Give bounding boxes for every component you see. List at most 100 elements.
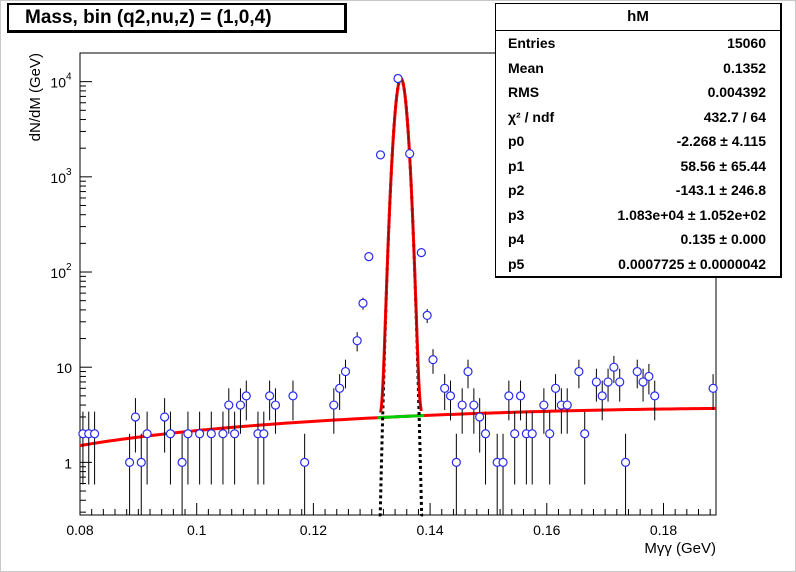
data-marker [597,391,607,401]
data-marker [498,457,508,467]
data-point [329,388,339,434]
y-axis-title: dN/dM (GeV) [27,53,44,141]
data-marker [480,429,491,439]
data-marker [241,391,251,401]
data-point [515,380,526,421]
data-point [364,252,374,262]
stats-row-p2: p2 -143.1 ± 246.8 [496,178,780,203]
stats-value: 0.1352 [723,59,766,76]
data-marker [650,391,660,401]
stats-key: p3 [508,206,525,223]
y-tick-exponent: 4 [66,72,72,83]
data-point [177,433,187,515]
data-point [259,411,269,485]
data-point [492,433,502,515]
stats-row-p1: p1 58.56 ± 65.44 [496,154,780,179]
data-marker [160,412,170,422]
stats-value: -143.1 ± 246.8 [675,182,766,198]
data-marker [235,400,246,410]
stats-box: hM Entries 15060 Mean 0.1352 RMS 0.004392 χ… [495,3,782,278]
stats-name: hM [496,4,780,31]
data-marker [428,355,438,365]
data-marker [340,366,351,377]
y-tick-label: 10 [56,360,72,376]
data-point [206,411,216,485]
data-point [422,308,432,324]
data-marker [352,336,362,346]
data-marker [218,429,228,439]
data-point [498,433,508,515]
stats-key: Mean [508,59,544,76]
data-marker [183,429,193,439]
data-point [451,433,461,515]
data-marker [469,400,479,410]
data-marker [195,429,205,439]
data-point [130,398,141,453]
stats-value: 0.135 ± 0.000 [680,231,766,247]
data-marker [393,73,403,84]
data-marker [265,391,275,401]
x-tick-label: 0.14 [416,522,443,538]
data-point [358,297,368,310]
data-point [224,388,234,434]
stats-key: p1 [508,157,525,174]
data-marker [644,371,654,382]
data-marker [206,429,216,439]
y-tick-label: 10 [50,265,66,281]
data-marker [136,457,146,467]
axes [79,52,717,516]
data-marker [165,429,176,439]
y-tick-label: 10 [50,170,66,186]
background-window-line [377,414,425,420]
data-marker [550,383,561,393]
data-point [510,411,520,485]
data-point [638,368,648,402]
data-point [340,359,351,389]
stats-key: p4 [508,231,525,247]
data-point [527,411,537,485]
data-marker [364,252,374,262]
data-marker [638,377,648,387]
data-point [270,388,281,434]
data-marker [270,400,281,410]
y-tick-label: 10 [50,75,66,91]
data-point [218,411,228,485]
data-point [469,388,479,434]
data-point [352,332,362,352]
data-point [84,411,94,485]
stats-row-p0: p0 -2.268 ± 4.115 [496,129,780,154]
data-marker [463,366,473,377]
data-point [230,411,240,485]
data-marker [300,457,310,467]
stats-value: 0.0007725 ± 0.0000042 [618,255,766,272]
data-point [562,388,572,434]
stats-row-p5: p5 0.0007725 ± 0.0000042 [496,252,780,277]
stats-value: 15060 [727,35,766,51]
data-marker [329,400,339,410]
y-tick-label: 1 [64,455,72,471]
histogram-title: Mass, bin (q2,nu,z) = (1,0,4) [7,3,347,33]
data-point [650,380,660,421]
data-point [603,368,613,402]
x-tick-label: 0.18 [650,522,677,538]
x-tick-label: 0.16 [533,522,560,538]
data-point [632,359,642,389]
data-point [574,359,584,389]
data-point [124,433,135,515]
x-tick-label: 0.08 [66,522,93,538]
y-tick-exponent: 3 [66,167,72,178]
data-point [504,380,514,421]
data-point [288,380,298,421]
data-point [265,380,275,421]
data-marker [288,391,298,401]
data-marker [580,429,590,439]
data-marker [335,383,345,393]
stats-row-chi2: χ² / ndf 432.7 / 64 [496,105,780,130]
data-marker [620,457,631,467]
data-marker [89,429,100,439]
data-marker [130,412,141,422]
data-point [241,380,251,421]
data-marker [591,377,601,387]
data-point [521,411,531,485]
